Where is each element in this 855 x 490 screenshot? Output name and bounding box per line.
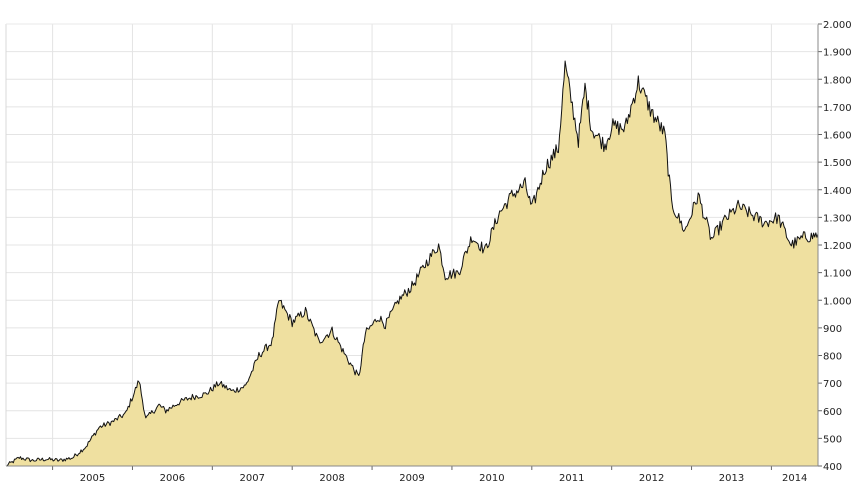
y-tick-label: 2.000 xyxy=(823,20,852,31)
y-tick-label: 1.800 xyxy=(823,75,852,86)
x-tick-label: 2013 xyxy=(719,473,744,484)
y-tick-label: 700 xyxy=(823,379,842,390)
y-tick-label: 1.600 xyxy=(823,131,852,142)
y-tick-label: 1.500 xyxy=(823,158,852,169)
y-tick-label: 1.100 xyxy=(823,269,852,280)
y-tick-label: 1.900 xyxy=(823,48,852,59)
y-tick-label: 1.000 xyxy=(823,296,852,307)
y-tick-label: 1.300 xyxy=(823,213,852,224)
x-tick-label: 2010 xyxy=(479,473,504,484)
x-tick-label: 2006 xyxy=(160,473,185,484)
x-tick-label: 2008 xyxy=(319,473,344,484)
y-tick-label: 600 xyxy=(823,407,842,418)
y-tick-label: 1.400 xyxy=(823,186,852,197)
x-tick-label: 2011 xyxy=(559,473,584,484)
y-tick-label: 1.200 xyxy=(823,241,852,252)
x-tick-label: 2012 xyxy=(639,473,664,484)
y-tick-label: 500 xyxy=(823,434,842,445)
x-tick-label: 2014 xyxy=(782,473,807,484)
y-tick-label: 900 xyxy=(823,324,842,335)
y-tick-label: 400 xyxy=(823,462,842,473)
x-tick-label: 2005 xyxy=(80,473,105,484)
series-layer xyxy=(6,61,818,466)
x-tick-label: 2009 xyxy=(399,473,424,484)
y-tick-label: 800 xyxy=(823,352,842,363)
series-area-fill xyxy=(6,61,818,466)
y-tick-label: 1.700 xyxy=(823,103,852,114)
x-tick-label: 2007 xyxy=(240,473,265,484)
